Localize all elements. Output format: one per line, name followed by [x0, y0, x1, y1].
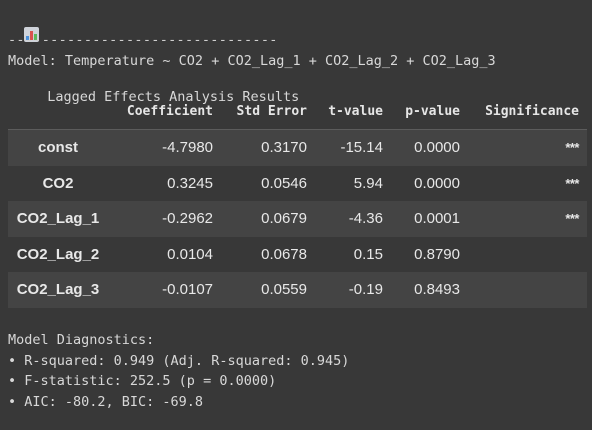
p-value-cell: 0.8790	[391, 236, 468, 272]
header-t-value: t-value	[315, 93, 391, 130]
t-value-cell: -4.36	[315, 201, 391, 237]
diagnostics-r-squared: • R-squared: 0.949 (Adj. R-squared: 0.94…	[8, 352, 350, 369]
bar-chart-icon	[24, 27, 40, 42]
table-row: CO2_Lag_1 -0.2962 0.0679 -4.36 0.0001 **…	[8, 201, 587, 237]
model-diagnostics: Model Diagnostics: • R-squared: 0.949 (A…	[8, 330, 349, 412]
coefficient-cell: -4.7980	[108, 129, 221, 166]
header-index	[8, 93, 108, 130]
std-error-cell: 0.0679	[221, 201, 315, 237]
significance-cell: ***	[468, 165, 587, 201]
header-significance: Significance	[468, 93, 587, 130]
coefficient-cell: -0.0107	[108, 272, 221, 308]
significance-cell	[468, 236, 587, 272]
p-value-cell: 0.0000	[391, 165, 468, 201]
row-label: const	[8, 129, 108, 166]
header-coefficient: Coefficient	[108, 93, 221, 130]
significance-cell: ***	[468, 129, 587, 166]
diagnostics-f-statistic: • F-statistic: 252.5 (p = 0.0000)	[8, 373, 277, 389]
row-label: CO2_Lag_2	[8, 236, 108, 272]
t-value-cell: 0.15	[315, 236, 391, 272]
table-row: const -4.7980 0.3170 -15.14 0.0000 ***	[8, 129, 587, 166]
p-value-cell: 0.0000	[391, 129, 468, 166]
coefficient-cell: 0.0104	[108, 236, 221, 272]
header-p-value: p-value	[391, 93, 468, 130]
header-std-error: Std Error	[221, 93, 315, 130]
coefficient-cell: 0.3245	[108, 165, 221, 201]
p-value-cell: 0.0001	[391, 201, 468, 237]
t-value-cell: -15.14	[315, 129, 391, 166]
row-label: CO2	[8, 165, 108, 201]
table-row: CO2 0.3245 0.0546 5.94 0.0000 ***	[8, 165, 587, 201]
results-table: Coefficient Std Error t-value p-value Si…	[8, 93, 587, 308]
row-label: CO2_Lag_1	[8, 201, 108, 237]
table-header-row: Coefficient Std Error t-value p-value Si…	[8, 93, 587, 130]
diagnostics-aic-bic: • AIC: -80.2, BIC: -69.8	[8, 393, 204, 410]
coefficient-cell: -0.2962	[108, 201, 221, 237]
std-error-cell: 0.0559	[221, 272, 315, 308]
t-value-cell: -0.19	[315, 272, 391, 308]
separator-line: --------------------------------	[8, 32, 278, 48]
significance-cell: ***	[468, 201, 587, 237]
std-error-cell: 0.3170	[221, 129, 315, 166]
table-row: CO2_Lag_2 0.0104 0.0678 0.15 0.8790	[8, 236, 587, 272]
model-formula: Model: Temperature ~ CO2 + CO2_Lag_1 + C…	[8, 53, 496, 69]
t-value-cell: 5.94	[315, 165, 391, 201]
p-value-cell: 0.8493	[391, 272, 468, 308]
significance-cell	[468, 272, 587, 308]
table-row: CO2_Lag_3 -0.0107 0.0559 -0.19 0.8493	[8, 272, 587, 308]
row-label: CO2_Lag_3	[8, 272, 108, 308]
diagnostics-heading: Model Diagnostics:	[8, 332, 155, 348]
std-error-cell: 0.0546	[221, 165, 315, 201]
std-error-cell: 0.0678	[221, 236, 315, 272]
